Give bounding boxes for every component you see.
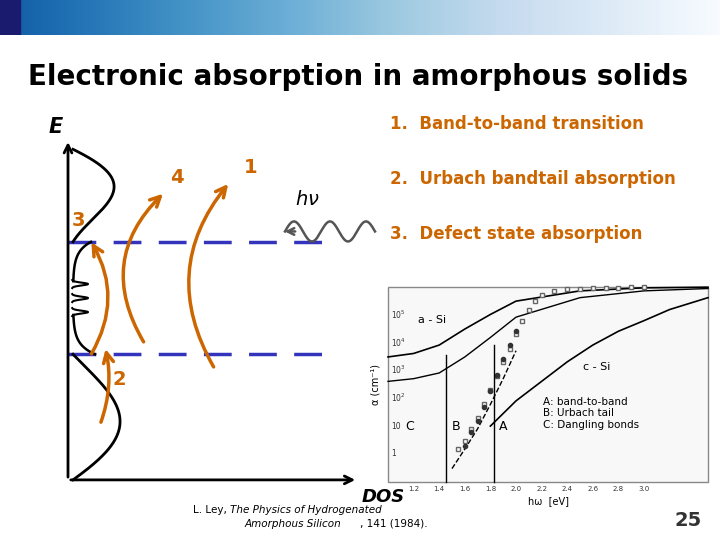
Text: 10: 10 <box>391 422 400 430</box>
Text: Amorphous Silicon: Amorphous Silicon <box>245 519 342 529</box>
Text: 2.4: 2.4 <box>562 486 572 492</box>
Text: 25: 25 <box>675 511 702 530</box>
Text: a - Si: a - Si <box>418 315 446 325</box>
Text: 2: 2 <box>112 370 125 389</box>
Text: C: C <box>405 420 415 433</box>
Text: 3.  Defect state absorption: 3. Defect state absorption <box>390 225 642 244</box>
Text: L. Ley,: L. Ley, <box>193 505 230 515</box>
Text: 2.6: 2.6 <box>588 486 598 492</box>
Text: 1.6: 1.6 <box>459 486 470 492</box>
Text: A: band-to-band
B: Urbach tail
C: Dangling bonds: A: band-to-band B: Urbach tail C: Dangli… <box>543 397 639 430</box>
Text: 1: 1 <box>244 158 258 177</box>
Text: 1: 1 <box>391 449 396 458</box>
Text: $10^2$: $10^2$ <box>391 392 405 404</box>
Text: hω  [eV]: hω [eV] <box>528 496 569 506</box>
Text: $10^4$: $10^4$ <box>391 336 406 348</box>
Text: 3: 3 <box>72 211 86 230</box>
Text: A: A <box>499 420 508 433</box>
Text: c - Si: c - Si <box>583 362 611 372</box>
Text: DOS: DOS <box>362 488 405 506</box>
Text: 2.2: 2.2 <box>536 486 547 492</box>
Text: $10^3$: $10^3$ <box>391 364 406 376</box>
Text: 3.0: 3.0 <box>639 486 649 492</box>
Text: 2.0: 2.0 <box>510 486 521 492</box>
Text: The Physics of Hydrogenated: The Physics of Hydrogenated <box>230 505 382 515</box>
Text: 1.8: 1.8 <box>485 486 496 492</box>
Text: 1.4: 1.4 <box>433 486 445 492</box>
Text: 2.  Urbach bandtail absorption: 2. Urbach bandtail absorption <box>390 170 676 188</box>
Text: B: B <box>451 420 460 433</box>
Text: E: E <box>49 117 63 137</box>
Bar <box>0 0 20 35</box>
Bar <box>388 287 708 482</box>
Text: α (cm⁻¹): α (cm⁻¹) <box>370 364 380 404</box>
Text: Electronic absorption in amorphous solids: Electronic absorption in amorphous solid… <box>28 63 688 91</box>
Text: 1.  Band-to-band transition: 1. Band-to-band transition <box>390 115 644 133</box>
Text: 4: 4 <box>170 168 184 187</box>
Text: $h\nu$: $h\nu$ <box>295 190 320 209</box>
Text: 2.8: 2.8 <box>613 486 624 492</box>
Text: 1.2: 1.2 <box>408 486 419 492</box>
Text: , 141 (1984).: , 141 (1984). <box>360 519 428 529</box>
Text: $10^5$: $10^5$ <box>391 308 405 321</box>
